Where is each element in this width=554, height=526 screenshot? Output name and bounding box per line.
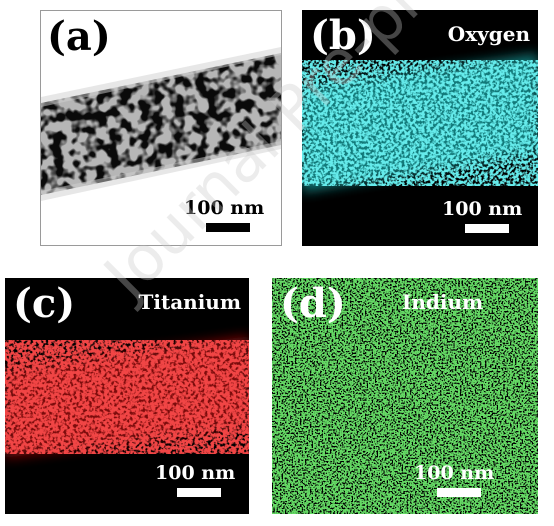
panel-label-b: (b): [310, 12, 376, 59]
scalebar-d: [437, 488, 481, 497]
indium-distribution-image: [272, 278, 538, 514]
element-label-oxygen: Oxygen: [447, 22, 530, 46]
scalebar-b: [465, 224, 509, 233]
scalebar-label-c: 100 nm: [155, 462, 236, 484]
scalebar-c: [177, 488, 221, 497]
scalebar-label-b: 100 nm: [442, 198, 523, 220]
panel-d-indium-map: (d) Indium 100 nm: [272, 278, 538, 514]
panel-label-c: (c): [13, 280, 76, 327]
tem-nanofiber-image: [41, 47, 281, 201]
scalebar-a: [206, 223, 250, 232]
panel-c-titanium-map: (c) Titanium 100 nm: [5, 278, 249, 514]
panel-b-oxygen-map: (b) Oxygen 100 nm: [302, 10, 538, 246]
oxygen-distribution-image: [302, 54, 538, 192]
panel-label-d: (d): [280, 280, 346, 327]
scalebar-label-a: 100 nm: [184, 197, 265, 219]
element-label-indium: Indium: [402, 290, 484, 314]
titanium-distribution-image: [5, 336, 249, 458]
scalebar-label-d: 100 nm: [414, 462, 495, 484]
panel-label-a: (a): [47, 13, 111, 60]
element-label-titanium: Titanium: [138, 290, 241, 314]
panel-a-tem-image: (a) 100 nm: [40, 10, 282, 246]
